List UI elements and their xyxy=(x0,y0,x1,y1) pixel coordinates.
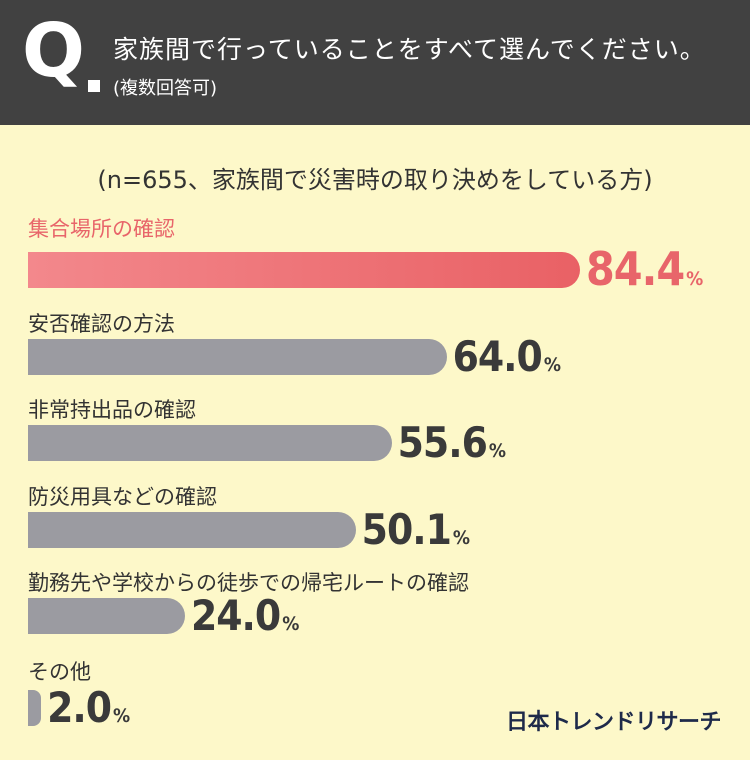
brand-logo: 日本トレンドリサーチ xyxy=(506,710,722,735)
bar xyxy=(28,512,356,548)
value-number: 24.0 xyxy=(190,591,281,640)
value-number: 84.4 xyxy=(586,242,685,296)
category-label: その他 xyxy=(28,660,91,684)
value-number: 64.0 xyxy=(452,332,543,381)
value-label: 55.6% xyxy=(398,422,506,464)
question-text: 家族間で行っていることをすべて選んでください。 xyxy=(113,35,706,64)
value-unit: % xyxy=(543,354,561,376)
category-label: 防災用具などの確認 xyxy=(28,485,217,509)
value-unit: % xyxy=(113,705,131,727)
category-label: 勤務先や学校からの徒歩での帰宅ルートの確認 xyxy=(28,571,469,595)
value-label: 84.4% xyxy=(586,246,703,292)
value-number: 55.6 xyxy=(397,418,488,467)
q-dot xyxy=(88,80,100,92)
value-number: 2.0 xyxy=(47,683,112,732)
value-unit: % xyxy=(686,268,704,290)
value-unit: % xyxy=(282,613,300,635)
value-unit: % xyxy=(488,440,506,462)
bar xyxy=(28,690,42,726)
value-label: 24.0% xyxy=(191,595,299,637)
category-label: 非常持出品の確認 xyxy=(28,398,196,422)
bar xyxy=(28,598,185,634)
bar xyxy=(28,425,392,461)
bar xyxy=(28,252,580,288)
category-label: 安否確認の方法 xyxy=(28,312,175,336)
question-header: Q 家族間で行っていることをすべて選んでください。 (複数回答可) xyxy=(0,0,750,125)
value-number: 50.1 xyxy=(361,505,452,554)
value-label: 64.0% xyxy=(453,336,561,378)
value-label: 2.0% xyxy=(47,687,130,729)
bar xyxy=(28,339,447,375)
value-label: 50.1% xyxy=(362,509,470,551)
sample-note: (n=655、家族間で災害時の取り決めをしている方) xyxy=(97,166,653,194)
question-note: (複数回答可) xyxy=(113,78,218,99)
category-label: 集合場所の確認 xyxy=(28,217,175,241)
q-mark: Q xyxy=(22,8,85,94)
value-unit: % xyxy=(452,527,471,549)
